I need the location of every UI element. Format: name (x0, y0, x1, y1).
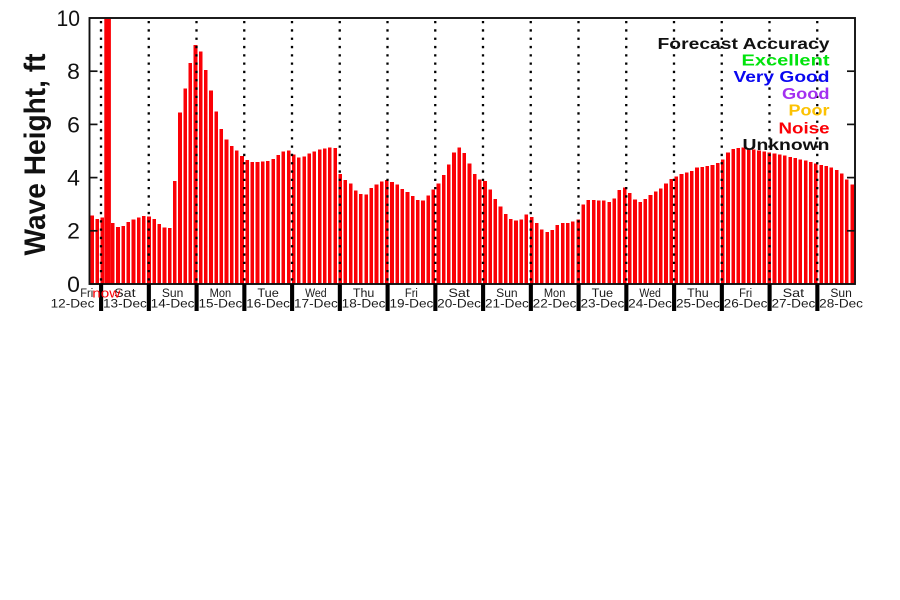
svg-text:14-Dec: 14-Dec (151, 297, 195, 311)
svg-text:10: 10 (57, 6, 81, 31)
svg-text:Fri: Fri (739, 286, 752, 300)
svg-text:25-Dec: 25-Dec (676, 297, 720, 311)
svg-text:19-Dec: 19-Dec (390, 297, 434, 311)
svg-text:Mon: Mon (210, 286, 232, 300)
svg-text:Sat: Sat (114, 286, 136, 300)
svg-text:Forecast Accuracy: Forecast Accuracy (658, 36, 830, 53)
svg-text:6: 6 (67, 112, 80, 137)
svg-text:17-Dec: 17-Dec (294, 297, 338, 311)
svg-text:Mon: Mon (544, 286, 566, 300)
svg-text:12-Dec: 12-Dec (51, 297, 95, 311)
svg-text:Wed: Wed (305, 286, 327, 300)
svg-text:Very Good: Very Good (734, 69, 830, 86)
svg-text:Fri: Fri (405, 286, 418, 300)
svg-text:18-Dec: 18-Dec (342, 297, 386, 311)
svg-text:Sun: Sun (830, 286, 852, 300)
svg-text:23-Dec: 23-Dec (581, 297, 625, 311)
svg-text:16-Dec: 16-Dec (246, 297, 290, 311)
svg-text:8: 8 (67, 59, 80, 84)
svg-text:26-Dec: 26-Dec (724, 297, 768, 311)
svg-text:Good: Good (782, 86, 830, 103)
svg-text:Tue: Tue (592, 286, 614, 300)
svg-text:27-Dec: 27-Dec (772, 297, 816, 311)
svg-text:Sat: Sat (448, 286, 470, 300)
svg-text:Sun: Sun (496, 286, 518, 300)
svg-text:4: 4 (67, 166, 80, 191)
svg-text:Tue: Tue (257, 286, 279, 300)
svg-text:Wed: Wed (639, 286, 661, 300)
svg-text:Sat: Sat (783, 286, 805, 300)
svg-text:13-Dec: 13-Dec (103, 297, 147, 311)
svg-text:15-Dec: 15-Dec (199, 297, 243, 311)
svg-text:Unknown: Unknown (743, 137, 830, 154)
svg-text:2: 2 (67, 219, 80, 244)
svg-text:24-Dec: 24-Dec (628, 297, 672, 311)
svg-text:0: 0 (67, 272, 80, 297)
svg-text:22-Dec: 22-Dec (533, 297, 577, 311)
svg-text:Noise: Noise (779, 120, 830, 137)
svg-text:Excellent: Excellent (742, 52, 831, 69)
svg-text:Thu: Thu (353, 286, 375, 300)
svg-text:Fri: Fri (80, 286, 93, 300)
svg-text:Thu: Thu (687, 286, 709, 300)
svg-text:Wave Height, ft: Wave Height, ft (19, 54, 52, 256)
svg-text:28-Dec: 28-Dec (819, 297, 863, 311)
svg-text:20-Dec: 20-Dec (437, 297, 481, 311)
svg-text:Sun: Sun (162, 286, 184, 300)
svg-text:now: now (92, 285, 121, 300)
svg-text:21-Dec: 21-Dec (485, 297, 529, 311)
svg-text:Poor: Poor (789, 103, 830, 120)
